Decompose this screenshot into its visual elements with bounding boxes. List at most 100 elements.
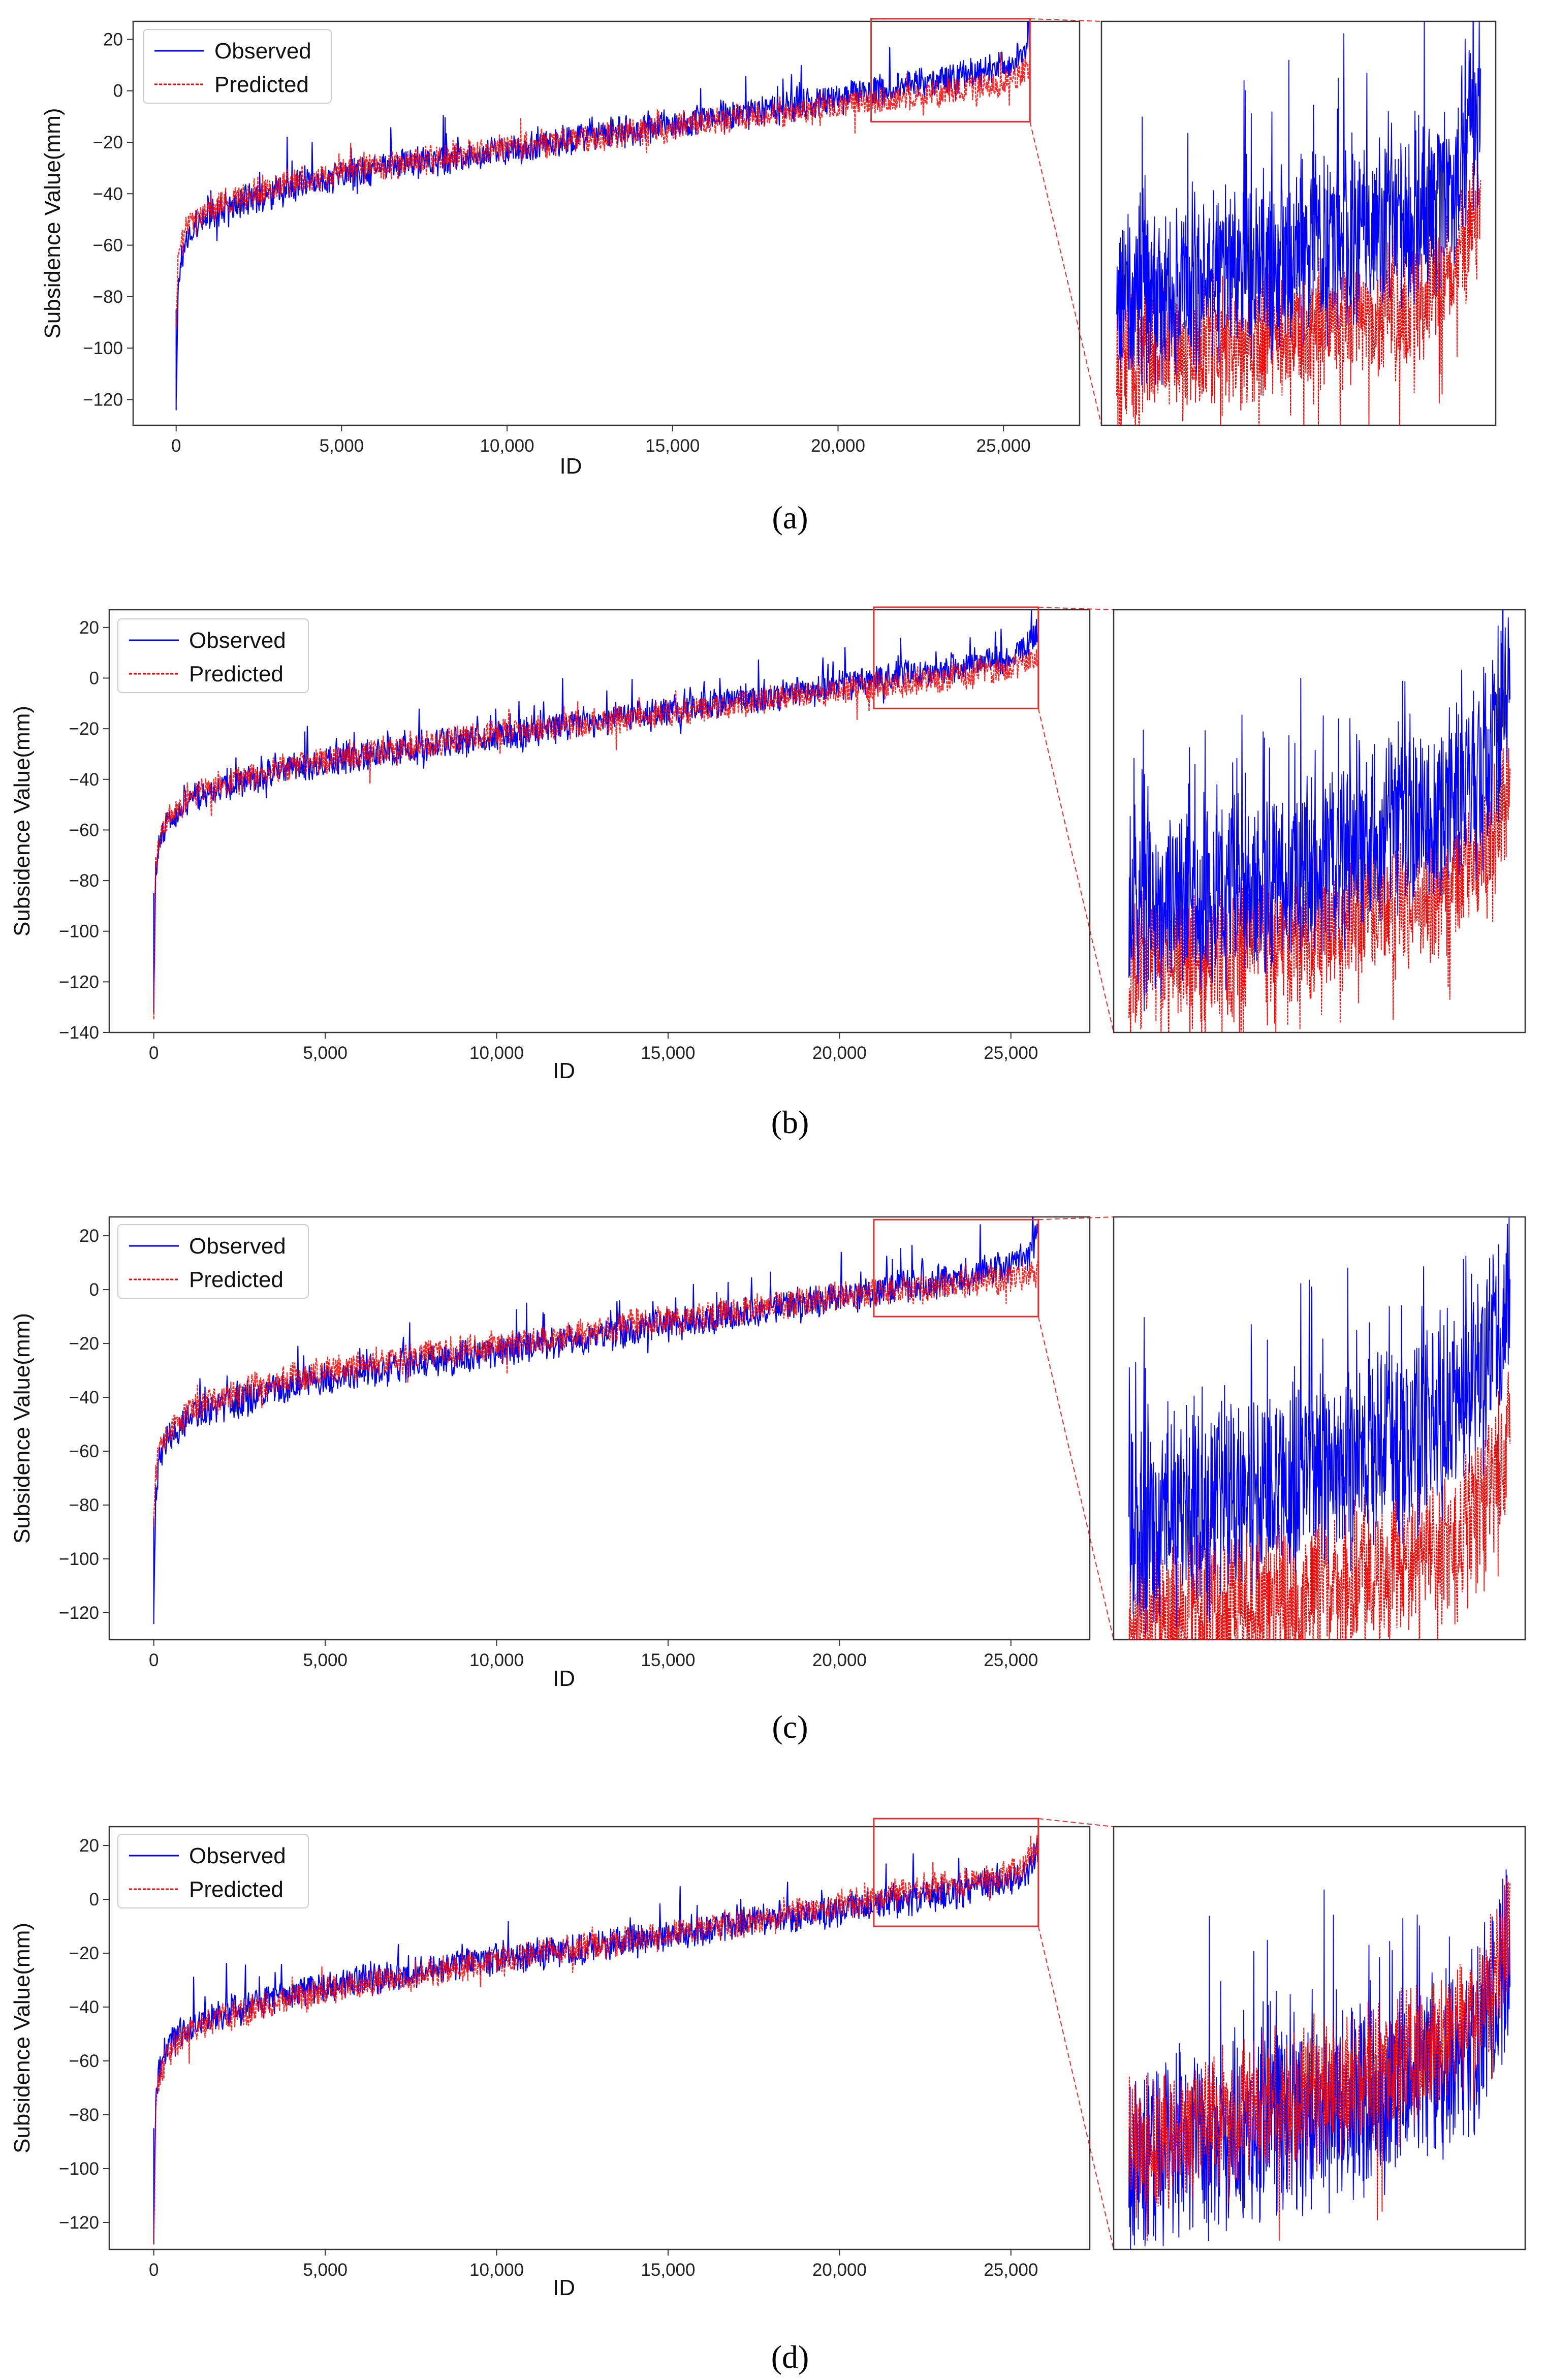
zoom-window-box (870, 18, 1031, 122)
legend-box (117, 1224, 309, 1299)
zoom-series-predicted (1128, 729, 1510, 1032)
zoom-window-box (873, 606, 1039, 709)
zoom-connector-top (1038, 607, 1114, 610)
y-tick-label: −60 (69, 2051, 99, 2071)
legend-observed-label: Observed (189, 628, 286, 653)
y-tick-label: −40 (93, 184, 123, 204)
zoom-plot-area (1128, 610, 1510, 1032)
y-tick-label: −100 (59, 2159, 99, 2179)
y-axis-label: Subsidence Value(mm) (10, 1923, 35, 2153)
zoom-plot-area (1128, 1869, 1510, 2249)
y-tick-label: −140 (59, 1023, 99, 1043)
main-plot-area (175, 21, 1031, 411)
x-tick-label: 25,000 (984, 1043, 1038, 1063)
y-tick-label: 0 (89, 1280, 99, 1300)
y-tick-label: −100 (59, 1549, 99, 1569)
y-axis-label: Subsidence Value(mm) (40, 108, 65, 338)
legend-predicted-label: Predicted (214, 72, 309, 97)
y-tick-label: −60 (69, 820, 99, 840)
x-tick-label: 0 (171, 436, 181, 456)
zoom-connector-bottom (1037, 708, 1114, 1033)
x-tick-label: 20,000 (812, 2260, 867, 2280)
y-tick-label: 20 (103, 29, 123, 49)
y-tick-label: −120 (59, 972, 99, 992)
y-tick-label: −80 (69, 2105, 99, 2125)
series-predicted-line (153, 1260, 1039, 1527)
panel-b: 0 5,000 10,000 15,000 20,000 25,000 20 0 −20 −40 −… (10, 606, 1526, 1083)
legend-box (117, 618, 309, 693)
y-tick-label: −120 (83, 390, 123, 410)
x-tick-label: 10,000 (469, 1043, 524, 1063)
x-axis-label: ID (560, 454, 582, 479)
main-plot-area (153, 610, 1039, 1020)
legend-predicted-label: Predicted (189, 662, 283, 686)
y-tick-label: 20 (79, 1226, 99, 1246)
zoom-series-observed (1128, 1217, 1510, 1634)
zoom-window-box (873, 1218, 1039, 1318)
x-tick-label: 25,000 (984, 2260, 1038, 2280)
x-tick-label: 25,000 (976, 436, 1031, 456)
y-tick-label: −20 (69, 719, 99, 739)
zoom-series-observed (1116, 21, 1481, 386)
y-tick-label: −20 (93, 133, 123, 152)
panel-label-d: (d) (771, 2339, 809, 2375)
zoom-connector-top (1038, 1216, 1114, 1220)
x-tick-label: 15,000 (645, 436, 700, 456)
zoom-series-predicted (1128, 1371, 1510, 1640)
panel-c: 0 5,000 10,000 15,000 20,000 25,000 20 0 −20 −40 −… (10, 1216, 1526, 1691)
zoom-connector-top (1030, 18, 1102, 22)
x-tick-label: 10,000 (480, 436, 534, 456)
x-tick-label: 0 (149, 1043, 159, 1063)
y-tick-label: 0 (113, 81, 123, 101)
series-predicted-line (175, 52, 1031, 328)
main-plot-area (153, 1217, 1039, 1624)
x-tick-label: 15,000 (641, 1650, 695, 1670)
legend-observed-label: Observed (214, 39, 311, 64)
zoom-connector-top (1038, 1818, 1114, 1827)
zoom-window-box (873, 1818, 1039, 1927)
panel-label-b: (b) (771, 1104, 809, 1140)
x-tick-label: 5,000 (303, 2260, 348, 2280)
y-tick-label: 20 (79, 618, 99, 638)
legend-predicted-label: Predicted (189, 1267, 283, 1292)
y-tick-label: −80 (69, 871, 99, 891)
zoom-connector-bottom (1037, 1316, 1114, 1640)
y-tick-label: −120 (59, 2213, 99, 2233)
zoom-plot-area (1116, 21, 1481, 425)
y-tick-label: −60 (93, 236, 123, 256)
legend-box (143, 29, 332, 104)
x-axis-label: ID (553, 2275, 575, 2300)
x-tick-label: 20,000 (812, 1650, 867, 1670)
y-axis-label: Subsidence Value(mm) (10, 706, 35, 936)
series-predicted-line (153, 1829, 1039, 2244)
x-tick-label: 0 (149, 1650, 159, 1670)
zoom-connector-bottom (1029, 121, 1102, 426)
x-tick-label: 5,000 (303, 1650, 348, 1670)
x-tick-label: 10,000 (469, 1650, 524, 1670)
x-tick-label: 25,000 (984, 1650, 1038, 1670)
zoom-series-predicted (1128, 1878, 1510, 2242)
panel-label-a: (a) (772, 499, 808, 536)
legend-box (117, 1834, 309, 1908)
y-tick-label: −40 (69, 770, 99, 790)
panel-a: 0 5,000 10,000 15,000 20,000 25,000 20 0 −20 −40 −… (40, 18, 1497, 479)
series-predicted-line (153, 649, 1039, 1020)
zoom-series-observed (1128, 610, 1510, 1012)
legend-predicted-label: Predicted (189, 1877, 283, 1902)
x-tick-label: 10,000 (469, 2260, 524, 2280)
y-tick-label: −80 (93, 287, 123, 307)
panel-label-c: (c) (772, 1709, 808, 1745)
y-tick-label: 0 (89, 1890, 99, 1909)
y-axis-label: Subsidence Value(mm) (10, 1313, 35, 1544)
x-tick-label: 15,000 (641, 2260, 695, 2280)
zoom-series-predicted (1116, 155, 1481, 425)
y-tick-label: −20 (69, 1334, 99, 1354)
x-tick-label: 20,000 (812, 1043, 867, 1063)
panel-d: 0 5,000 10,000 15,000 20,000 25,000 20 0 −20 −40 −… (10, 1818, 1526, 2300)
legend-observed-label: Observed (189, 1234, 286, 1259)
y-tick-label: −60 (69, 1442, 99, 1461)
y-tick-label: −80 (69, 1495, 99, 1515)
x-axis-label: ID (553, 1666, 575, 1691)
zoom-plot-area (1128, 1217, 1510, 1640)
x-tick-label: 5,000 (303, 1043, 348, 1063)
